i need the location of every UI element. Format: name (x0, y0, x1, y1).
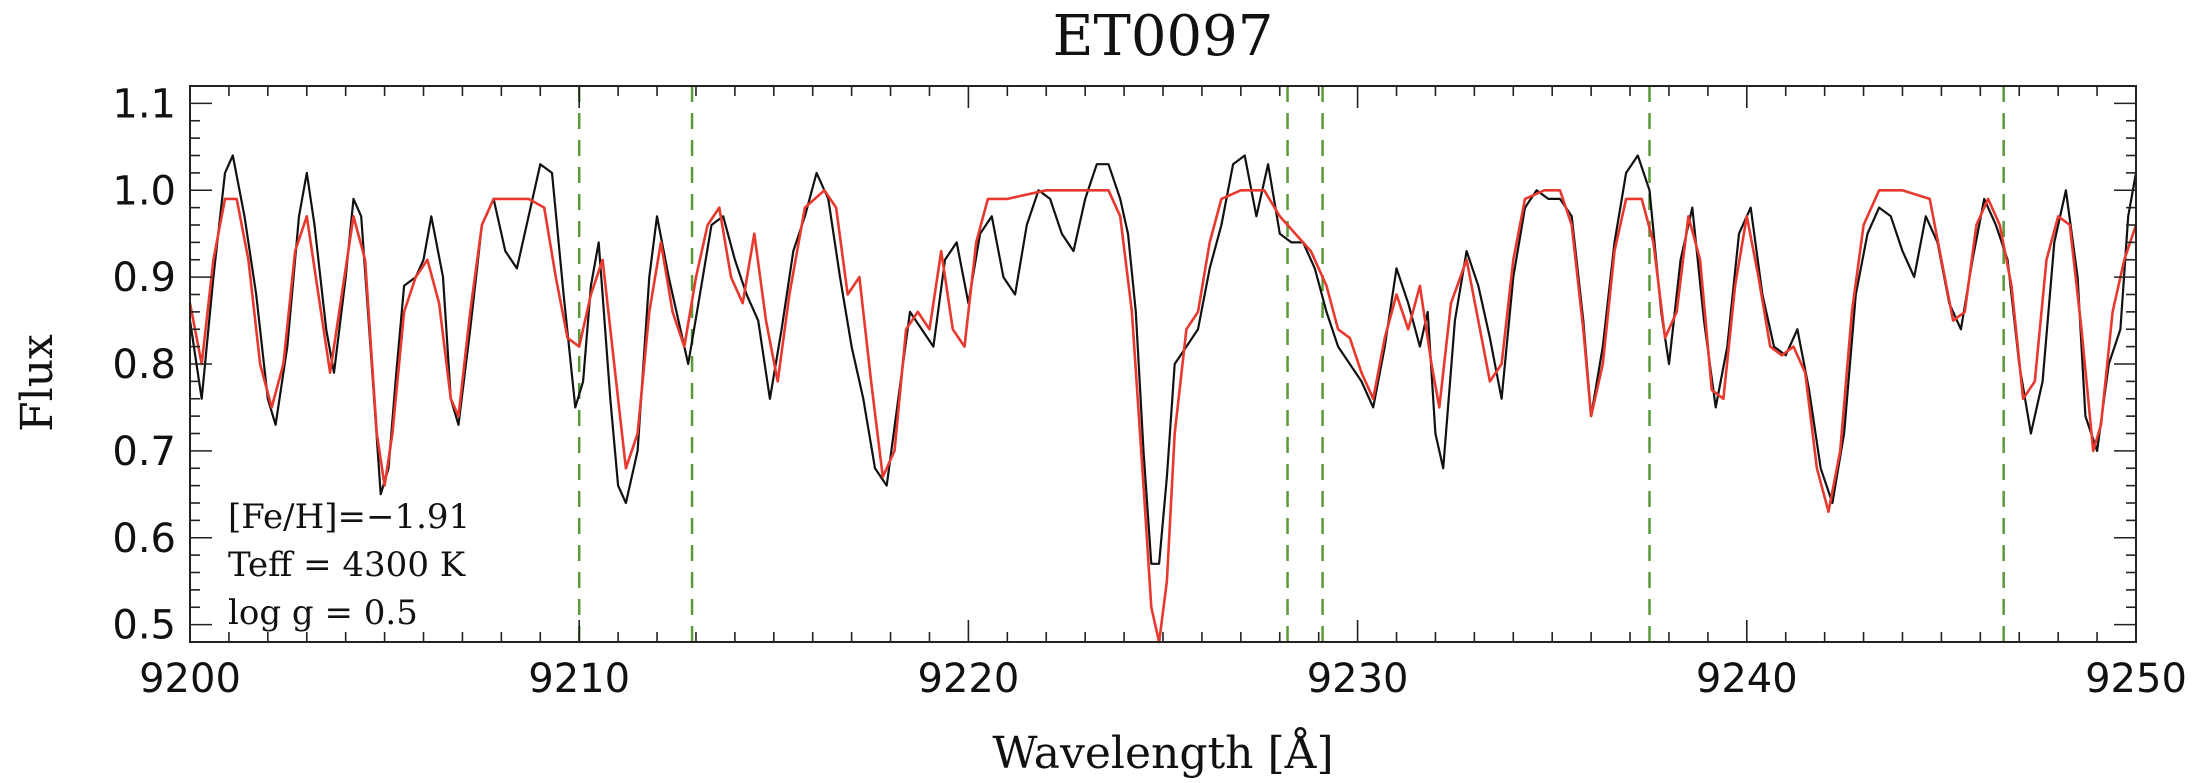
plot-frame (189, 85, 2137, 643)
y-tick-label: 0.9 (112, 255, 176, 301)
y-tick-label: 0.7 (112, 429, 176, 475)
x-tick-label: 9230 (1307, 656, 1409, 702)
chart-title: ET0097 (1053, 4, 1274, 69)
x-tick-label: 9240 (1696, 656, 1798, 702)
axis-ticks (189, 85, 2137, 643)
spectrum-series (188, 154, 2138, 644)
y-tick-label: 1.1 (112, 81, 176, 127)
x-axis-label: Wavelength [Å] (992, 726, 1333, 779)
x-tick-label: 9250 (2085, 656, 2187, 702)
observed-spectrum-line (188, 154, 2138, 565)
axis-tick-labels: 9200 9210 9220 9230 9240 9250 0.5 0.6 0.7 0.8 0.9 1… (112, 81, 2187, 702)
x-tick-label: 9200 (139, 656, 241, 702)
y-tick-label: 0.8 (112, 342, 176, 388)
annotation-logg: log g = 0.5 (228, 593, 418, 633)
x-tick-label: 9210 (528, 656, 630, 702)
annotation-teff: Teff = 4300 K (228, 545, 466, 585)
y-tick-label: 0.5 (112, 603, 176, 649)
x-tick-label: 9220 (918, 656, 1020, 702)
reference-lines (577, 86, 2005, 642)
y-axis-label: Flux (12, 334, 63, 432)
annotation-metallicity: [Fe/H]=−1.91 (228, 497, 470, 537)
model-spectrum-line (188, 189, 2138, 644)
y-tick-label: 1.0 (112, 168, 176, 214)
y-tick-label: 0.6 (112, 516, 176, 562)
